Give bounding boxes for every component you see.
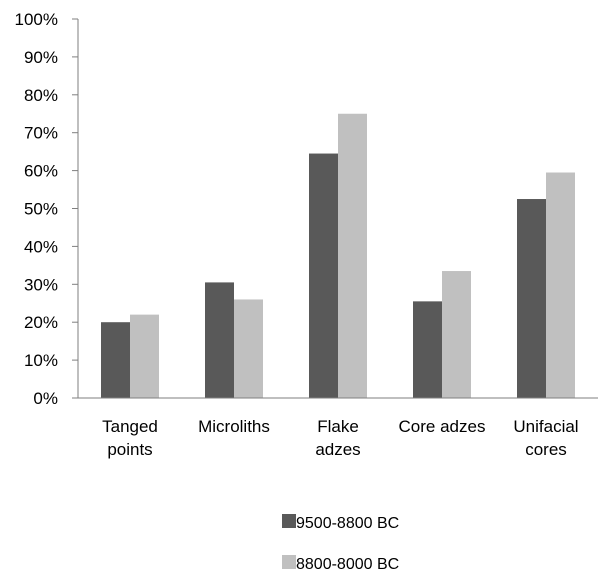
axes xyxy=(77,19,598,399)
bar xyxy=(101,322,130,398)
x-tick-label: cores xyxy=(525,440,567,459)
bars xyxy=(101,113,575,398)
bar xyxy=(413,301,442,398)
bar xyxy=(130,314,159,398)
y-tick-label: 20% xyxy=(24,313,58,332)
bar xyxy=(205,282,234,398)
x-tick-label: Flake xyxy=(317,417,359,436)
bar xyxy=(309,153,338,398)
y-tick-label: 30% xyxy=(24,275,58,294)
bar xyxy=(517,199,546,398)
legend: 9500-8800 BC 8800-8000 BC xyxy=(282,514,399,573)
x-tick-label: Unifacial xyxy=(513,417,578,436)
bar xyxy=(546,172,575,398)
legend-label: 9500-8800 BC xyxy=(296,515,399,532)
x-tick-label: adzes xyxy=(315,440,360,459)
legend-label: 8800-8000 BC xyxy=(296,556,399,573)
y-tick-label: 40% xyxy=(24,237,58,256)
legend-swatch xyxy=(282,514,296,528)
bar xyxy=(234,299,263,398)
y-axis-ticks: 0% 10% 20% 30% 40% 50% 60% 70% 80% 90% 100% xyxy=(15,10,78,408)
y-tick-label: 50% xyxy=(24,200,58,219)
y-tick-label: 80% xyxy=(24,86,58,105)
y-tick-label: 70% xyxy=(24,124,58,143)
x-tick-label: Core adzes xyxy=(399,417,486,436)
bar xyxy=(338,113,367,398)
x-tick-label: points xyxy=(107,440,152,459)
y-tick-label: 0% xyxy=(33,389,58,408)
bar xyxy=(442,271,471,398)
y-tick-label: 60% xyxy=(24,162,58,181)
y-tick-label: 100% xyxy=(15,10,58,29)
legend-swatch xyxy=(282,555,296,569)
x-axis-labels: Tanged points Microliths Flake adzes Core adz… xyxy=(102,417,578,459)
y-tick-label: 10% xyxy=(24,351,58,370)
x-tick-label: Microliths xyxy=(198,417,270,436)
x-tick-label: Tanged xyxy=(102,417,158,436)
y-tick-label: 90% xyxy=(24,48,58,67)
